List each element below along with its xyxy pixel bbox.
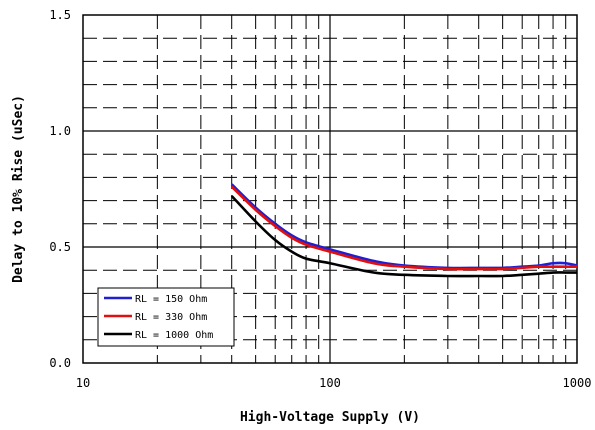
y-tick-label: 1.5 — [49, 8, 71, 22]
x-axis-title: High-Voltage Supply (V) — [240, 410, 420, 425]
y-tick-label: 0.0 — [49, 356, 71, 370]
legend-label: RL = 330 Ohm — [135, 312, 207, 323]
y-axis-title: Delay to 10% Rise (uSec) — [11, 95, 26, 283]
legend-label: RL = 1000 Ohm — [135, 330, 213, 341]
x-tick-label: 10 — [76, 376, 90, 390]
series-line-3 — [230, 195, 577, 278]
x-tick-label: 100 — [319, 376, 341, 390]
legend-label: RL = 150 Ohm — [135, 294, 207, 305]
x-tick-label: 1000 — [563, 376, 592, 390]
plot-frame — [82, 14, 578, 364]
series-line-2 — [230, 185, 577, 271]
series-layer — [230, 183, 578, 278]
legend: RL = 150 Ohm RL = 330 Ohm RL = 1000 Ohm — [97, 287, 235, 347]
tick-labels: 10 100 1000 0.0 0.5 1.0 1.5 — [49, 8, 591, 390]
y-tick-label: 0.5 — [49, 240, 71, 254]
y-tick-label: 1.0 — [49, 124, 71, 138]
